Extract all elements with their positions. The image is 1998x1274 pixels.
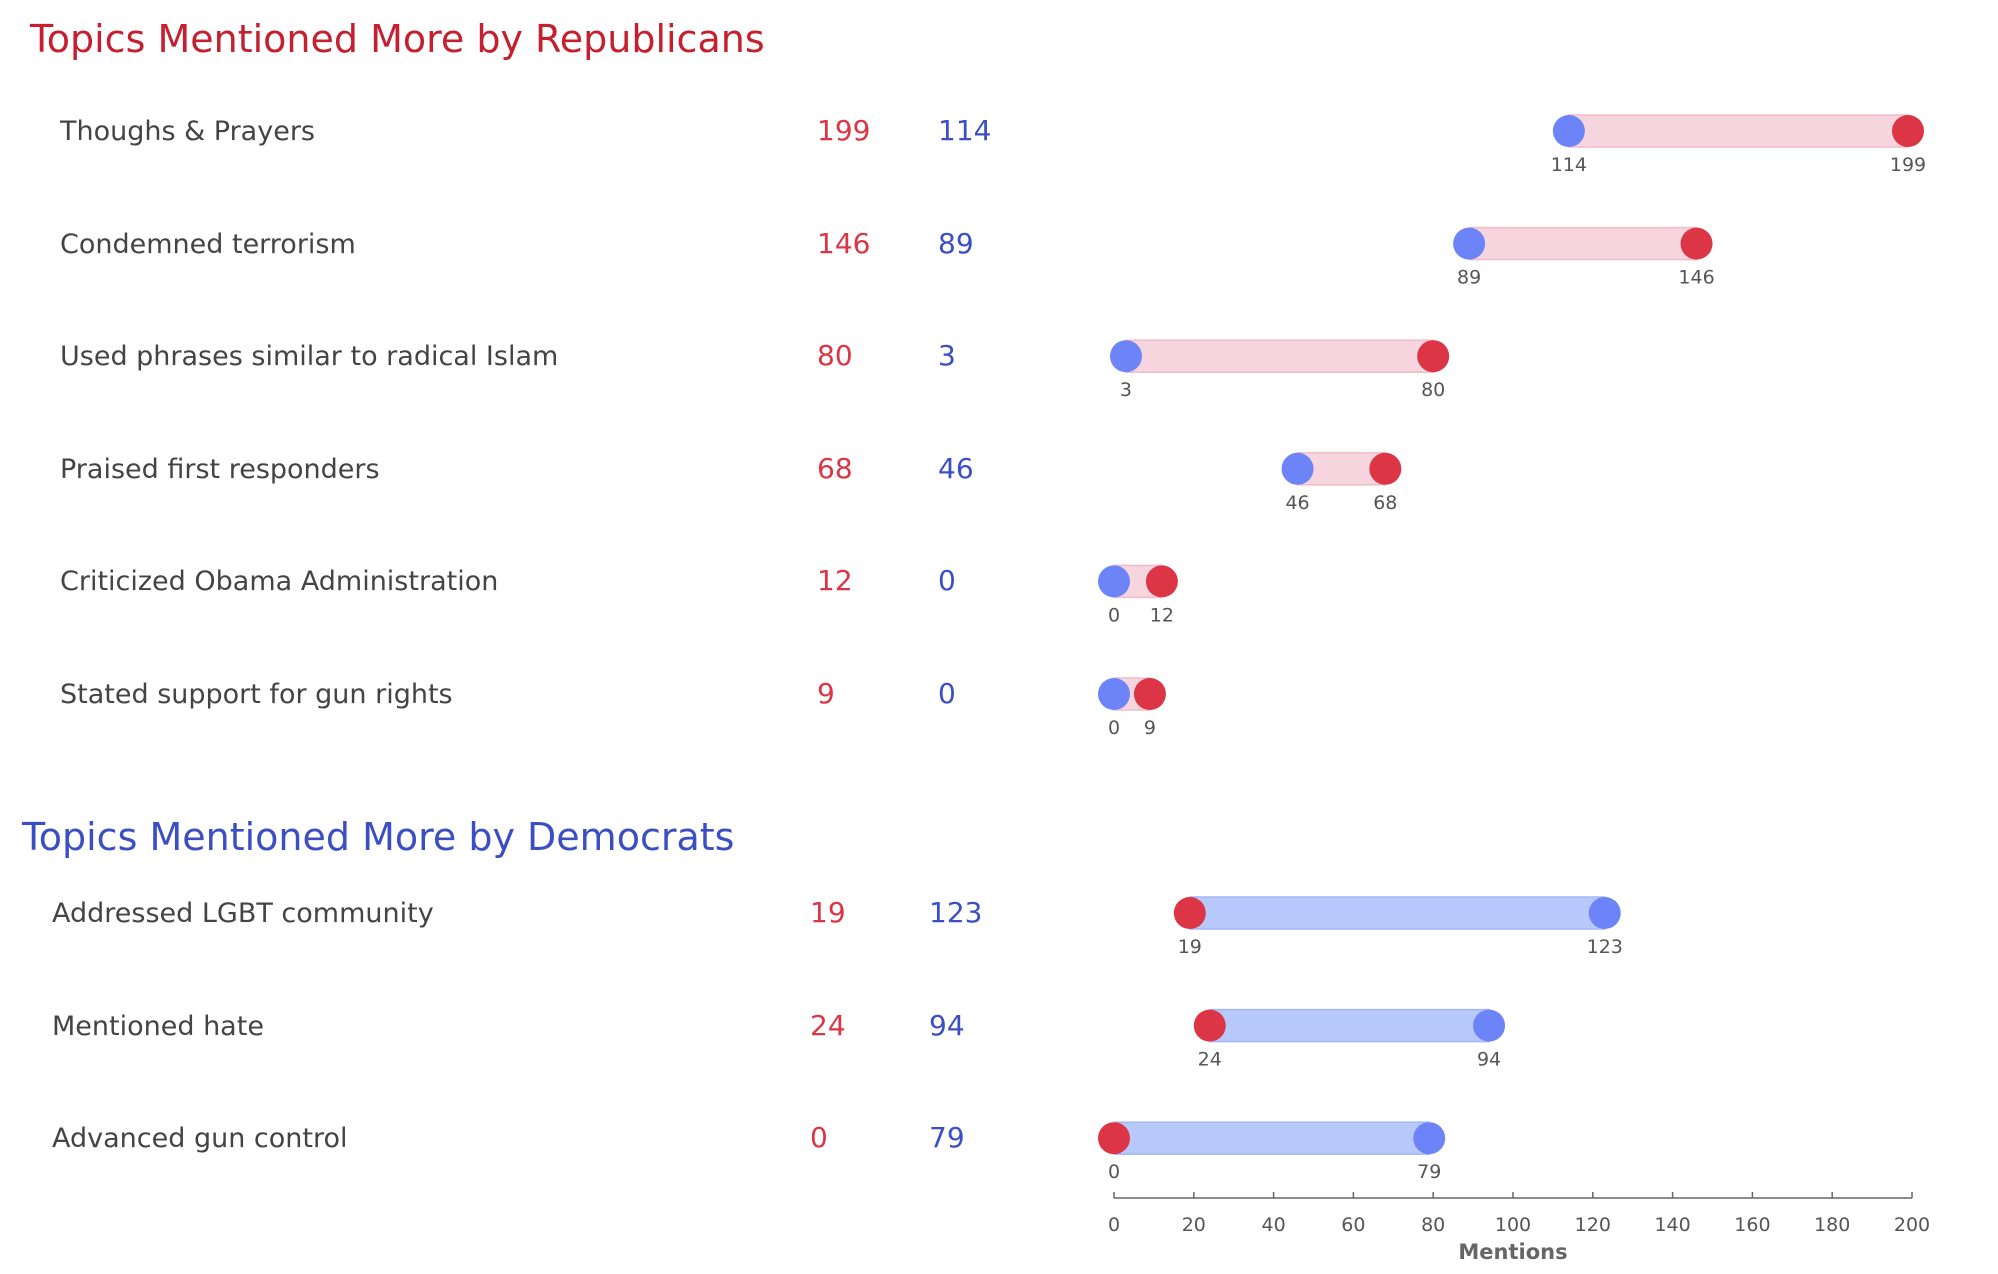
republican-data-label: 199 <box>1890 154 1926 176</box>
x-axis-tick-label: 40 <box>1262 1214 1286 1236</box>
republican-section-title: Topics Mentioned More by Republicans <box>30 17 765 61</box>
democrat-count: 114 <box>938 114 992 147</box>
range-bar <box>1189 896 1606 930</box>
republican-data-label: 24 <box>1198 1049 1222 1071</box>
democrat-dot <box>1552 115 1585 147</box>
democrat-dot <box>1588 897 1621 929</box>
x-axis-tick-label: 160 <box>1734 1214 1770 1236</box>
range-bar <box>1468 226 1698 261</box>
topic-label: Praised first responders <box>60 453 380 485</box>
republican-count: 146 <box>817 226 871 260</box>
topic-label: Advanced gun control <box>52 1123 348 1155</box>
democrat-dot <box>1109 340 1142 373</box>
democrat-data-label: 0 <box>1108 717 1120 739</box>
republican-count: 199 <box>817 114 871 147</box>
democrat-data-label: 46 <box>1285 492 1309 514</box>
topic-label: Addressed LGBT community <box>52 898 434 929</box>
republican-count: 19 <box>810 896 846 929</box>
topic-label: Criticized Obama Administration <box>60 566 499 598</box>
x-axis-tick-label: 60 <box>1341 1214 1365 1236</box>
republican-data-label: 9 <box>1144 717 1156 739</box>
democrat-dot <box>1098 565 1130 598</box>
republican-data-label: 19 <box>1178 936 1202 958</box>
range-bar <box>1568 114 1909 148</box>
democrat-count: 0 <box>938 677 956 710</box>
democrat-dot <box>1453 227 1486 260</box>
republican-dot <box>1098 1122 1130 1155</box>
democrat-data-label: 79 <box>1417 1161 1441 1183</box>
democrat-count: 123 <box>929 896 983 929</box>
republican-count: 24 <box>810 1008 846 1042</box>
democrat-section-title: Topics Mentioned More by Democrats <box>22 815 735 859</box>
republican-data-label: 12 <box>1150 604 1174 626</box>
x-axis-tick-label: 200 <box>1894 1214 1930 1236</box>
democrat-dot <box>1473 1009 1506 1042</box>
democrat-data-label: 123 <box>1587 936 1623 958</box>
range-bar <box>1125 339 1434 373</box>
democrat-dot <box>1413 1122 1446 1155</box>
range-bar <box>1113 1121 1430 1155</box>
topic-label: Mentioned hate <box>52 1010 264 1042</box>
range-bar <box>1209 1008 1490 1043</box>
x-axis-tick-label: 140 <box>1654 1214 1690 1236</box>
democrat-data-label: 114 <box>1551 154 1587 176</box>
x-axis-tick-label: 100 <box>1495 1214 1531 1236</box>
x-axis-tick-label: 0 <box>1108 1214 1120 1236</box>
republican-data-label: 68 <box>1373 492 1397 514</box>
republican-dot <box>1892 115 1925 147</box>
republican-dot <box>1193 1009 1226 1042</box>
topic-label: Stated support for gun rights <box>60 679 453 710</box>
republican-count: 0 <box>810 1121 828 1155</box>
republican-dot <box>1680 227 1713 260</box>
x-axis-title: Mentions <box>1458 1240 1567 1264</box>
topic-label: Thoughs & Prayers <box>60 116 315 147</box>
democrat-count: 94 <box>929 1008 965 1042</box>
democrat-count: 89 <box>938 226 974 260</box>
democrat-count: 46 <box>938 451 974 485</box>
democrat-count: 79 <box>929 1121 965 1155</box>
republican-dot <box>1417 340 1450 373</box>
democrat-count: 3 <box>938 339 956 373</box>
democrat-data-label: 94 <box>1477 1049 1501 1071</box>
topic-label: Used phrases similar to radical Islam <box>60 341 559 373</box>
x-axis-tick-label: 120 <box>1575 1214 1611 1236</box>
democrat-data-label: 89 <box>1457 267 1481 289</box>
democrat-data-label: 0 <box>1108 604 1120 626</box>
republican-count: 80 <box>817 339 853 373</box>
x-axis-tick-label: 80 <box>1421 1214 1445 1236</box>
x-axis-tick-label: 20 <box>1182 1214 1206 1236</box>
republican-data-label: 80 <box>1421 379 1445 401</box>
republican-count: 9 <box>817 677 835 710</box>
republican-dot <box>1133 678 1166 710</box>
democrat-count: 0 <box>938 564 956 598</box>
democrat-data-label: 3 <box>1120 379 1132 401</box>
democrat-dot <box>1281 452 1314 485</box>
republican-dot <box>1173 897 1206 929</box>
republican-dot <box>1145 565 1178 598</box>
republican-count: 68 <box>817 451 853 485</box>
republican-dot <box>1369 452 1402 485</box>
republican-data-label: 0 <box>1108 1161 1120 1183</box>
republican-count: 12 <box>817 564 853 598</box>
x-axis-tick-label: 180 <box>1814 1214 1850 1236</box>
topic-label: Condemned terrorism <box>60 228 356 260</box>
republican-data-label: 146 <box>1678 267 1714 289</box>
democrat-dot <box>1098 678 1130 710</box>
